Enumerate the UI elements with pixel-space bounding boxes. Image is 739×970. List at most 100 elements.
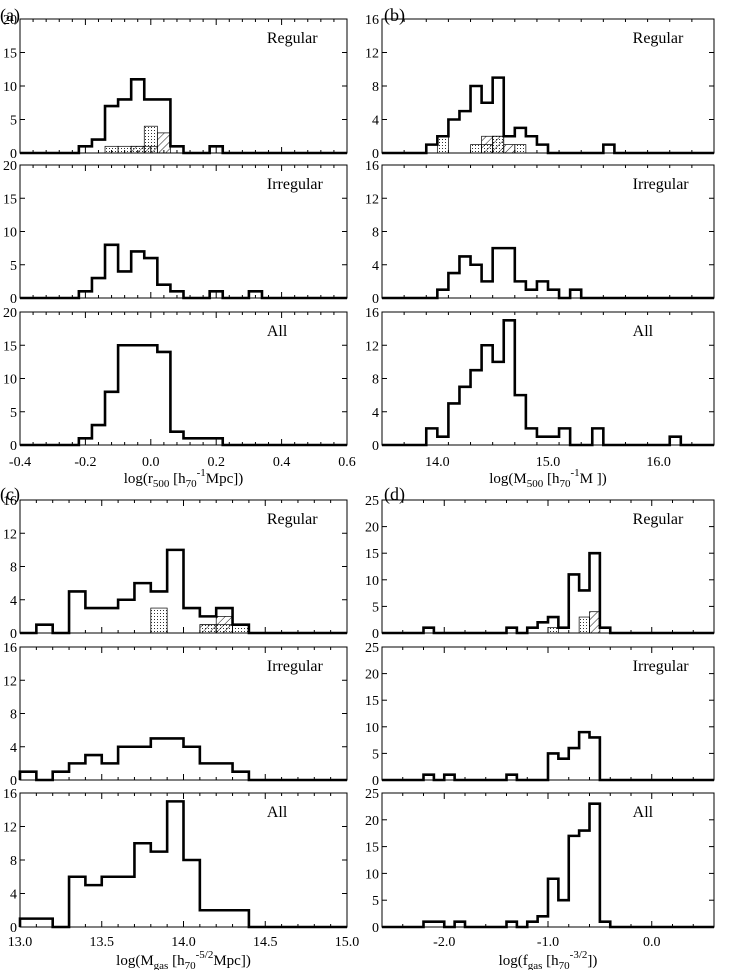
subpanel-all: 0 4 8 12 16 All (3, 787, 348, 936)
panel-label: (c) (0, 484, 20, 505)
hatched-bar (470, 144, 482, 154)
y-tick-label: 8 (372, 373, 379, 388)
x-tick-label: 15.0 (335, 935, 360, 950)
y-tick-label: 0 (10, 147, 17, 162)
category-label: Regular (633, 511, 684, 528)
y-tick-label: 5 (372, 747, 379, 762)
histogram-step (382, 246, 714, 300)
x-tick-label: 14.5 (253, 935, 278, 950)
subpanel-all: 0 5 10 15 20 25 All (365, 787, 715, 936)
x-tick-label: 0.0 (643, 935, 661, 950)
hatched-bar (150, 607, 168, 634)
category-label: All (267, 323, 288, 340)
x-tick-label: 15.0 (536, 455, 561, 470)
y-tick-label: 16 (365, 159, 379, 174)
y-tick-label: 15 (3, 192, 17, 207)
subpanel-regular: 0 5 10 15 20 25 Regular (365, 494, 715, 642)
histogram-step (382, 551, 714, 635)
category-label: All (633, 804, 654, 821)
category-label: Regular (267, 30, 318, 47)
y-tick-label: 8 (10, 708, 17, 723)
y-tick-label: 10 (3, 80, 17, 95)
subpanel-irregular: 0 5 10 15 20 Irregular (3, 159, 348, 307)
y-tick-label: 8 (10, 561, 17, 576)
panel-a: (a) 0 5 10 15 20 Regular 0 5 10 15 20 Irregular 0 5 10 1… (0, 5, 356, 490)
hatched-bar (481, 135, 494, 154)
y-tick-label: 20 (3, 306, 17, 321)
x-tick-label: 0.2 (207, 455, 225, 470)
hatched-bar (547, 627, 559, 634)
y-tick-label: 16 (365, 306, 379, 321)
y-tick-label: 5 (10, 259, 17, 274)
x-tick-label: 16.0 (646, 455, 671, 470)
hatched-bar (503, 144, 516, 154)
x-tick-label: -1.0 (537, 935, 559, 950)
category-label: Irregular (267, 176, 324, 193)
y-tick-label: 0 (372, 921, 379, 936)
x-axis-label: log(fgas [h70-3/2]) (499, 949, 598, 970)
x-tick-label: 14.0 (425, 455, 450, 470)
panel-label: (d) (384, 484, 405, 505)
histogram-step (20, 343, 347, 447)
y-tick-label: 16 (3, 641, 17, 656)
hatched-bar (130, 145, 145, 154)
histogram-step (20, 243, 347, 300)
histogram-step (18, 737, 347, 782)
category-label: Regular (267, 511, 318, 528)
y-tick-label: 12 (3, 674, 17, 689)
hatched-bar (578, 616, 590, 634)
y-tick-label: 20 (365, 521, 379, 536)
y-tick-label: 0 (10, 292, 17, 307)
y-tick-label: 20 (3, 13, 17, 28)
y-tick-label: 5 (372, 894, 379, 909)
y-tick-label: 4 (10, 888, 17, 903)
y-tick-label: 15 (365, 547, 379, 562)
y-tick-label: 4 (372, 114, 379, 129)
y-tick-label: 15 (365, 694, 379, 709)
histogram-step (382, 76, 714, 155)
y-tick-label: 4 (10, 741, 17, 756)
y-tick-label: 20 (365, 668, 379, 683)
histogram-step (382, 730, 714, 782)
x-axis-label: log(r500 [h70-1Mpc]) (124, 467, 244, 490)
hatched-bar (492, 135, 505, 154)
hatched-bar (514, 144, 527, 154)
y-tick-label: 15 (365, 841, 379, 856)
x-tick-label: 0.0 (142, 455, 160, 470)
x-tick-label: 13.5 (90, 935, 115, 950)
panel-d: (d)0510152025Regular0510152025Irregular0… (365, 484, 715, 970)
y-tick-label: 0 (372, 439, 379, 454)
y-tick-label: 0 (10, 439, 17, 454)
histogram-panels: (a) 0 5 10 15 20 Regular 0 5 10 15 20 Irregular 0 5 10 1… (0, 5, 715, 970)
subpanel-all: 0 4 8 12 16 All (365, 306, 715, 454)
subpanel-regular: 0 4 8 12 16 Regular (3, 494, 348, 642)
x-tick-label: -0.4 (9, 455, 31, 470)
y-tick-label: 4 (372, 259, 379, 274)
hatched-bar (104, 145, 119, 154)
x-axis-label: log(Mgas [h70-5/2Mpc]) (116, 949, 251, 970)
y-tick-label: 15 (3, 339, 17, 354)
y-tick-label: 16 (3, 787, 17, 802)
x-tick-label: 14.0 (171, 935, 196, 950)
histogram-step (18, 800, 347, 929)
category-label: Regular (633, 30, 684, 47)
y-tick-label: 12 (3, 527, 17, 542)
subpanel-irregular: 0 5 10 15 20 25 Irregular (365, 641, 715, 789)
y-tick-label: 25 (365, 641, 379, 656)
hatched-bar (215, 616, 233, 634)
y-tick-label: 20 (365, 814, 379, 829)
y-tick-label: 0 (10, 627, 17, 642)
panel-c: (c) 0 4 8 12 16 Regular 0 4 8 12 16 Irregular 0 4 8 12 16… (0, 484, 359, 970)
histogram-step (382, 802, 714, 929)
y-tick-label: 0 (10, 921, 17, 936)
y-tick-label: 4 (372, 406, 379, 421)
axes-frame (381, 311, 715, 446)
category-label: Irregular (267, 658, 324, 675)
x-tick-label: -2.0 (433, 935, 455, 950)
y-tick-label: 8 (10, 854, 17, 869)
y-tick-label: 5 (372, 600, 379, 615)
y-tick-label: 0 (372, 774, 379, 789)
y-tick-label: 12 (365, 47, 379, 62)
y-tick-label: 8 (372, 80, 379, 95)
y-tick-label: 10 (365, 721, 379, 736)
